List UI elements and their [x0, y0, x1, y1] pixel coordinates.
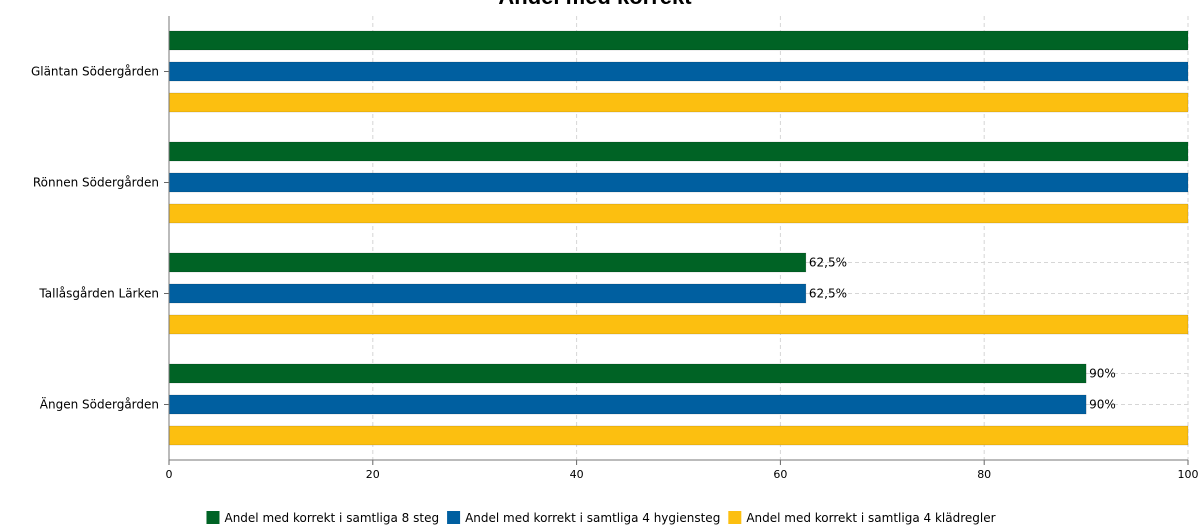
legend-swatch: [728, 511, 742, 524]
legend-label: Andel med korrekt i samtliga 4 hygienste…: [465, 511, 720, 525]
bar: [168, 30, 1189, 51]
legend-label: Andel med korrekt i samtliga 8 steg: [224, 511, 439, 525]
data-label: 62,5%: [809, 287, 847, 301]
bar: [168, 172, 1189, 193]
bar: [168, 61, 1189, 82]
bar: [168, 141, 1189, 162]
x-tick-label: 80: [977, 468, 991, 481]
bar: [168, 283, 807, 304]
legend-item: Andel med korrekt i samtliga 4 klädregle…: [728, 511, 996, 525]
grid-lines: [169, 16, 1189, 460]
bars: 62,5% 62,5% 90% 90%: [168, 30, 1189, 446]
chart-title: Andel med korrekt: [498, 0, 692, 9]
bar: [168, 425, 1189, 446]
data-label: 90%: [1089, 367, 1116, 381]
bar: [168, 252, 807, 273]
category-label: Rönnen Södergården: [33, 176, 159, 190]
bar: [168, 314, 1189, 335]
category-label: Tallåsgården Lärken: [38, 287, 159, 301]
x-tick-label: 100: [1178, 468, 1199, 481]
category-label: Ängen Södergården: [40, 397, 159, 412]
category-label: Gläntan Södergården: [31, 65, 159, 79]
bar: [168, 363, 1087, 384]
legend-swatch: [447, 511, 461, 524]
x-tick-label: 20: [366, 468, 380, 481]
x-tick-label: 40: [570, 468, 584, 481]
legend: Andel med korrekt i samtliga 8 steg Andel…: [206, 511, 996, 525]
legend-item: Andel med korrekt i samtliga 4 hygienste…: [447, 511, 720, 525]
bar: [168, 92, 1189, 113]
x-tick-label: 60: [773, 468, 787, 481]
bar: [168, 394, 1087, 415]
legend-swatch: [206, 511, 220, 524]
legend-item: Andel med korrekt i samtliga 8 steg: [206, 511, 439, 525]
axes: 0 20 40 60 80 100 Gläntan Södergården Rönnen Sö…: [31, 16, 1199, 481]
bar: [168, 203, 1189, 224]
data-label: 90%: [1089, 398, 1116, 412]
legend-label: Andel med korrekt i samtliga 4 klädregle…: [746, 511, 995, 525]
data-label: 62,5%: [809, 256, 847, 270]
x-tick-label: 0: [166, 468, 173, 481]
